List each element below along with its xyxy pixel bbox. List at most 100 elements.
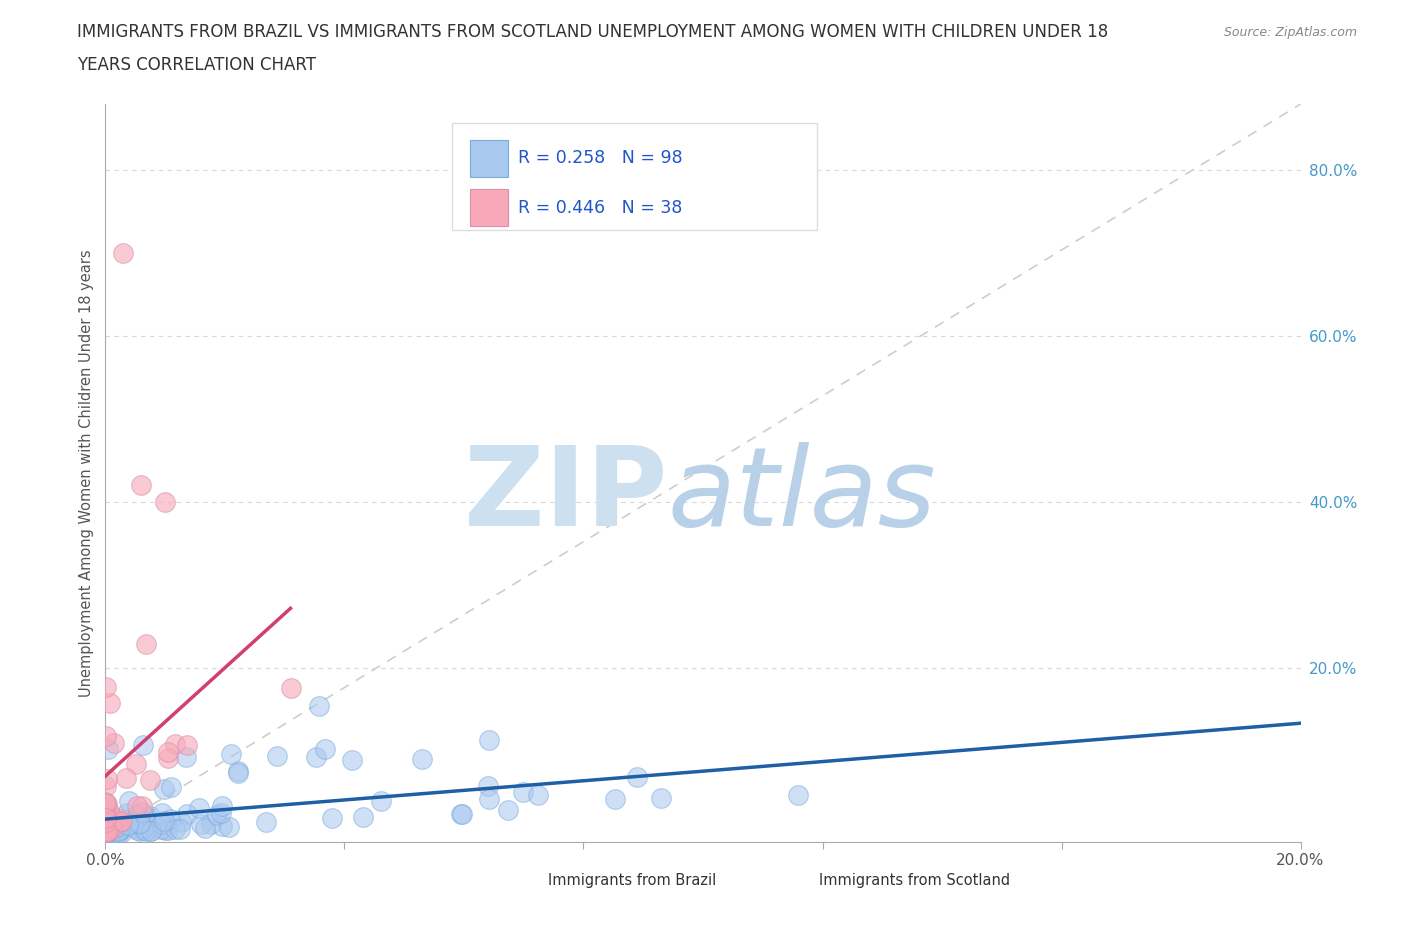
Point	[157, 751, 180, 765]
Text: ZIP: ZIP	[464, 442, 666, 549]
Point	[226, 765, 249, 780]
Point	[101, 815, 124, 830]
Point	[131, 823, 153, 838]
Point	[98, 804, 121, 818]
Point	[94, 680, 117, 695]
Point	[96, 796, 118, 811]
Point	[94, 811, 117, 826]
Point	[131, 804, 153, 819]
Point	[477, 778, 499, 793]
Point	[111, 825, 134, 840]
Point	[352, 809, 374, 824]
Point	[94, 826, 117, 841]
Point	[131, 798, 153, 813]
Point	[128, 817, 150, 831]
Point	[135, 809, 157, 824]
Text: Immigrants from Scotland: Immigrants from Scotland	[818, 873, 1010, 888]
Point	[96, 810, 118, 825]
Text: Immigrants from Brazil: Immigrants from Brazil	[547, 873, 716, 888]
Point	[129, 824, 152, 839]
Point	[96, 811, 118, 826]
Point	[496, 803, 519, 817]
Point	[94, 814, 117, 829]
Point	[211, 798, 233, 813]
Point	[450, 806, 472, 821]
Point	[108, 823, 131, 838]
Point	[139, 773, 162, 788]
Point	[105, 822, 128, 837]
Point	[138, 821, 160, 836]
Point	[97, 741, 120, 756]
Point	[96, 821, 118, 836]
Point	[94, 800, 117, 815]
Point	[650, 790, 672, 805]
Point	[342, 753, 364, 768]
FancyBboxPatch shape	[451, 123, 817, 230]
Point	[478, 791, 501, 806]
Point	[125, 798, 148, 813]
Point	[135, 824, 157, 839]
Point	[190, 817, 212, 831]
Point	[112, 246, 135, 260]
Point	[108, 825, 131, 840]
Point	[153, 781, 176, 796]
Point	[111, 814, 134, 829]
Point	[512, 785, 534, 800]
Point	[94, 778, 117, 793]
Point	[96, 817, 118, 832]
Point	[94, 826, 117, 841]
Point	[97, 823, 120, 838]
Point	[96, 811, 118, 826]
Point	[129, 478, 153, 493]
Point	[98, 696, 121, 711]
Text: R = 0.446   N = 38: R = 0.446 N = 38	[517, 199, 682, 217]
Point	[163, 822, 186, 837]
Point	[218, 819, 240, 834]
Point	[153, 823, 176, 838]
Point	[226, 764, 249, 778]
Point	[305, 749, 328, 764]
Point	[127, 823, 149, 838]
Point	[165, 737, 187, 751]
Point	[129, 816, 152, 830]
Point	[108, 815, 131, 830]
Point	[314, 741, 336, 756]
Point	[188, 801, 211, 816]
Point	[451, 806, 474, 821]
Point	[94, 815, 117, 830]
Point	[221, 747, 243, 762]
Point	[97, 824, 120, 839]
Point	[94, 824, 117, 839]
Point	[266, 749, 288, 764]
Point	[94, 817, 117, 831]
Point	[174, 750, 197, 764]
Point	[321, 811, 343, 826]
Point	[94, 821, 117, 836]
Point	[170, 815, 193, 830]
Point	[156, 822, 179, 837]
Point	[139, 823, 162, 838]
Text: R = 0.258   N = 98: R = 0.258 N = 98	[517, 149, 682, 167]
Point	[786, 788, 808, 803]
Point	[105, 816, 128, 830]
Point	[97, 816, 120, 830]
Point	[526, 788, 548, 803]
Point	[127, 808, 149, 823]
Point	[101, 820, 124, 835]
Point	[370, 794, 392, 809]
Point	[411, 752, 433, 767]
Point	[103, 825, 125, 840]
Point	[115, 805, 138, 820]
Point	[159, 779, 181, 794]
Text: YEARS CORRELATION CHART: YEARS CORRELATION CHART	[77, 56, 316, 73]
Point	[308, 698, 330, 713]
Point	[100, 810, 122, 825]
FancyBboxPatch shape	[509, 868, 544, 897]
Point	[159, 812, 181, 827]
Point	[110, 821, 132, 836]
FancyBboxPatch shape	[779, 868, 813, 897]
Point	[176, 806, 198, 821]
Point	[98, 820, 121, 835]
Point	[603, 792, 626, 807]
Point	[194, 820, 217, 835]
